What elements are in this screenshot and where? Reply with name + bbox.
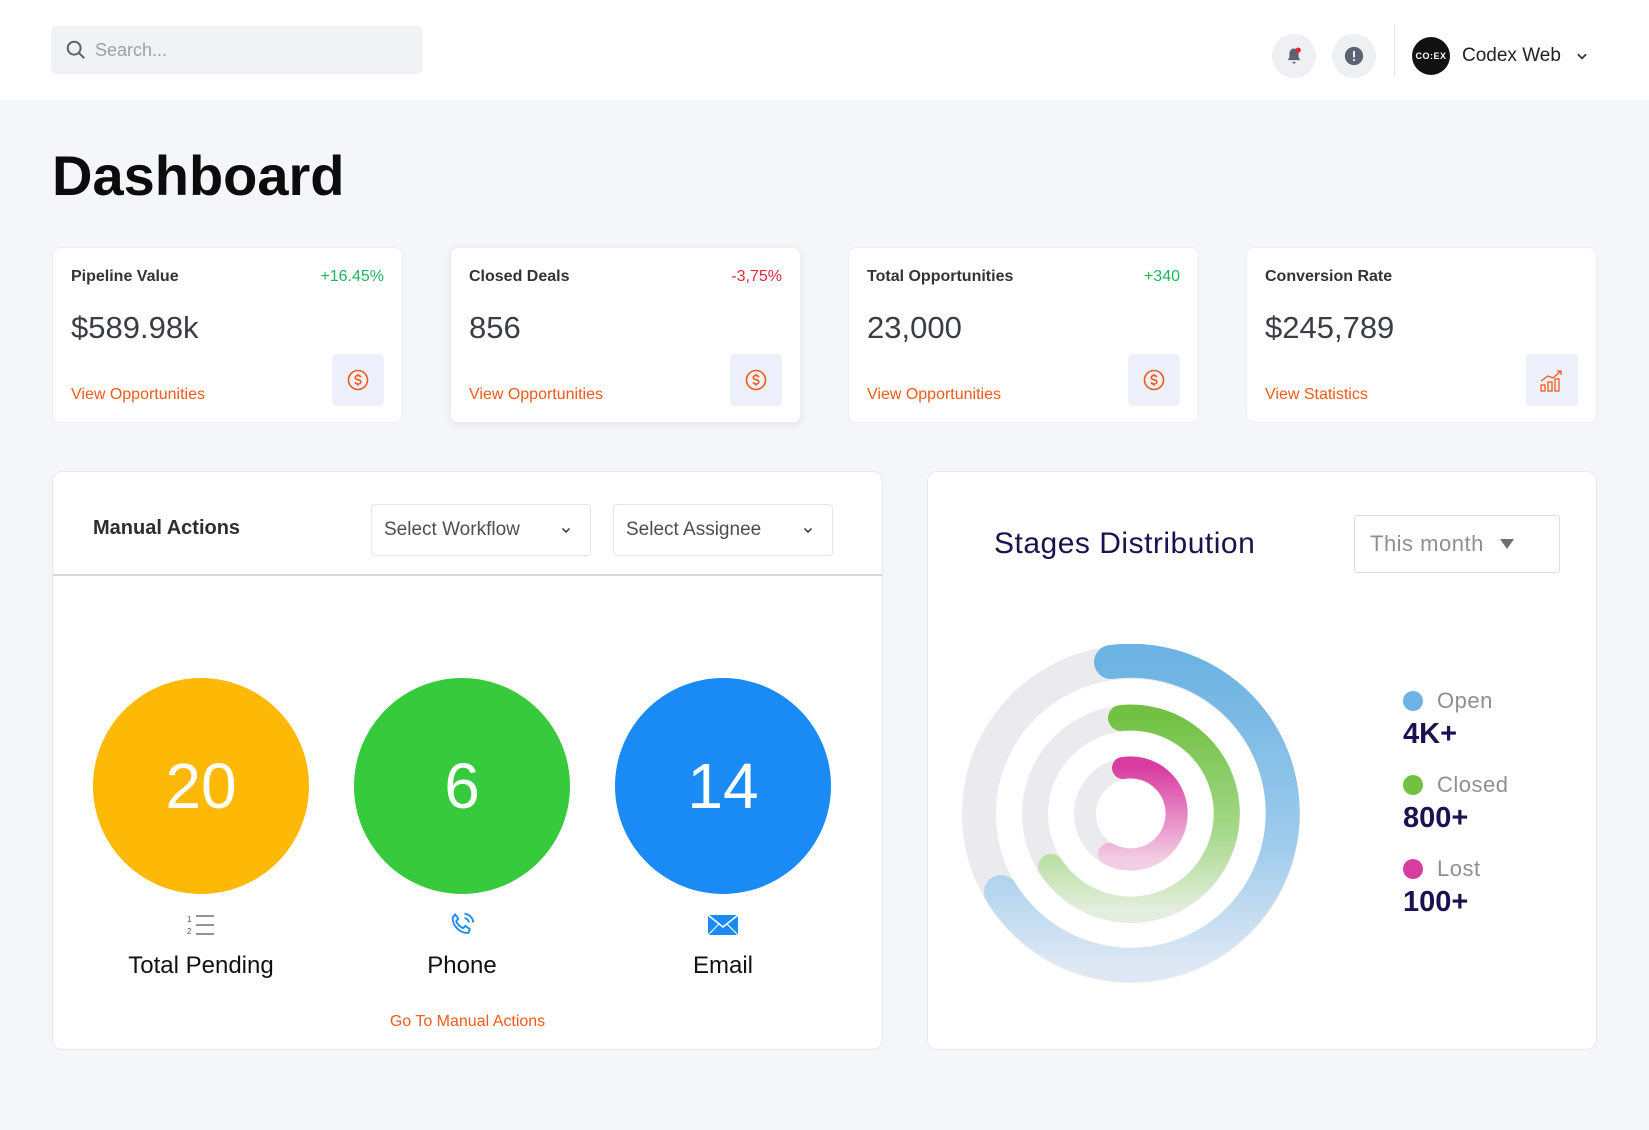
stat-value: $589.98k bbox=[71, 310, 199, 345]
stat-title: Total Opportunities bbox=[867, 268, 1014, 285]
legend-name: Open bbox=[1437, 688, 1493, 713]
alerts-button[interactable] bbox=[1332, 34, 1376, 78]
view-opportunities-link[interactable]: View Opportunities bbox=[867, 386, 1001, 403]
growth-chart-icon bbox=[1540, 370, 1562, 392]
phone-icon bbox=[444, 910, 480, 940]
top-bar: CO:EX Codex Web bbox=[0, 0, 1649, 100]
stat-value: $245,789 bbox=[1265, 310, 1395, 345]
stat-title: Pipeline Value bbox=[71, 268, 179, 285]
stat-icon-box bbox=[332, 354, 384, 406]
stat-value: 856 bbox=[469, 310, 521, 345]
assignee-select[interactable]: Select Assignee bbox=[613, 504, 833, 556]
manual-actions-panel: Manual Actions Select Workflow Select As… bbox=[52, 471, 883, 1050]
legend-value: 4K+ bbox=[1403, 718, 1458, 750]
search-box[interactable] bbox=[51, 26, 423, 74]
envelope-icon bbox=[705, 910, 741, 940]
stat-title: Closed Deals bbox=[469, 268, 570, 285]
stat-delta: +340 bbox=[1143, 268, 1180, 285]
numbered-list-icon: 1 2 bbox=[183, 910, 219, 940]
legend-name: Lost bbox=[1437, 856, 1481, 881]
phone-label: Phone bbox=[427, 952, 497, 979]
legend-item-closed: Closed 800+ bbox=[1403, 772, 1508, 835]
account-name: Codex Web bbox=[1462, 45, 1561, 66]
dollar-icon bbox=[1143, 369, 1165, 391]
stages-distribution-panel: Stages Distribution This month bbox=[927, 471, 1597, 1050]
legend-dot bbox=[1403, 859, 1423, 879]
stat-delta: -3,75% bbox=[731, 268, 782, 285]
account-menu[interactable]: CO:EX Codex Web bbox=[1412, 37, 1589, 75]
legend-value: 800+ bbox=[1403, 802, 1469, 834]
chevron-down-icon bbox=[803, 527, 813, 534]
chevron-down-icon bbox=[561, 527, 571, 534]
lost-ring-arc bbox=[1098, 756, 1188, 871]
svg-text:2: 2 bbox=[187, 927, 192, 936]
period-select[interactable]: This month bbox=[1354, 515, 1560, 573]
notifications-button[interactable] bbox=[1272, 34, 1316, 78]
view-opportunities-link[interactable]: View Opportunities bbox=[469, 386, 603, 403]
legend-item-lost: Lost 100+ bbox=[1403, 856, 1481, 919]
stat-card-closed-deals: Closed Deals -3,75% 856 View Opportuniti… bbox=[450, 247, 801, 423]
legend-dot bbox=[1403, 691, 1423, 711]
search-icon bbox=[66, 40, 85, 59]
stat-title: Conversion Rate bbox=[1265, 268, 1393, 285]
header-divider bbox=[1394, 24, 1395, 76]
assignee-select-value: Select Assignee bbox=[626, 519, 762, 540]
chevron-down-icon bbox=[1577, 53, 1587, 60]
workflow-select[interactable]: Select Workflow bbox=[371, 504, 591, 556]
phone-count[interactable]: 6 bbox=[354, 678, 570, 894]
open-ring-arc bbox=[984, 644, 1300, 982]
dollar-icon bbox=[745, 369, 767, 391]
stat-card-conversion-rate: Conversion Rate $245,789 View Statistics bbox=[1246, 247, 1597, 423]
stat-delta: +16.45% bbox=[320, 268, 384, 285]
email-label: Email bbox=[692, 952, 753, 979]
panel-title: Stages Distribution bbox=[994, 527, 1256, 560]
stages-donut-chart bbox=[962, 644, 1300, 983]
page-title: Dashboard bbox=[52, 144, 345, 207]
view-opportunities-link[interactable]: View Opportunities bbox=[71, 386, 205, 403]
exclamation-icon bbox=[1344, 46, 1364, 66]
stat-card-total-opportunities: Total Opportunities +340 23,000 View Opp… bbox=[848, 247, 1199, 423]
legend-name: Closed bbox=[1437, 772, 1509, 797]
total-pending-label: Total Pending bbox=[128, 952, 274, 979]
go-to-manual-actions-link[interactable]: Go To Manual Actions bbox=[389, 1013, 546, 1030]
search-input[interactable] bbox=[95, 39, 395, 61]
dollar-icon bbox=[347, 369, 369, 391]
stat-icon-box bbox=[1128, 354, 1180, 406]
period-select-value: This month bbox=[1370, 531, 1484, 556]
brand-logo: CO:EX bbox=[1412, 37, 1450, 75]
workflow-select-value: Select Workflow bbox=[384, 519, 520, 540]
svg-text:1: 1 bbox=[187, 915, 192, 924]
stat-card-pipeline-value: Pipeline Value +16.45% $589.98k View Opp… bbox=[52, 247, 403, 423]
panel-title: Manual Actions bbox=[93, 517, 241, 539]
caret-down-icon bbox=[1499, 539, 1514, 549]
legend-dot bbox=[1403, 775, 1423, 795]
panel-divider bbox=[53, 574, 882, 576]
legend-value: 100+ bbox=[1403, 886, 1469, 918]
stat-value: 23,000 bbox=[867, 310, 962, 345]
view-statistics-link[interactable]: View Statistics bbox=[1265, 386, 1368, 403]
email-count[interactable]: 14 bbox=[615, 678, 831, 894]
total-pending-count[interactable]: 20 bbox=[93, 678, 309, 894]
legend-item-open: Open 4K+ bbox=[1403, 688, 1493, 751]
stat-icon-box bbox=[730, 354, 782, 406]
closed-ring-arc bbox=[1038, 704, 1240, 923]
stat-icon-box bbox=[1526, 354, 1578, 406]
bell-icon bbox=[1287, 47, 1301, 64]
